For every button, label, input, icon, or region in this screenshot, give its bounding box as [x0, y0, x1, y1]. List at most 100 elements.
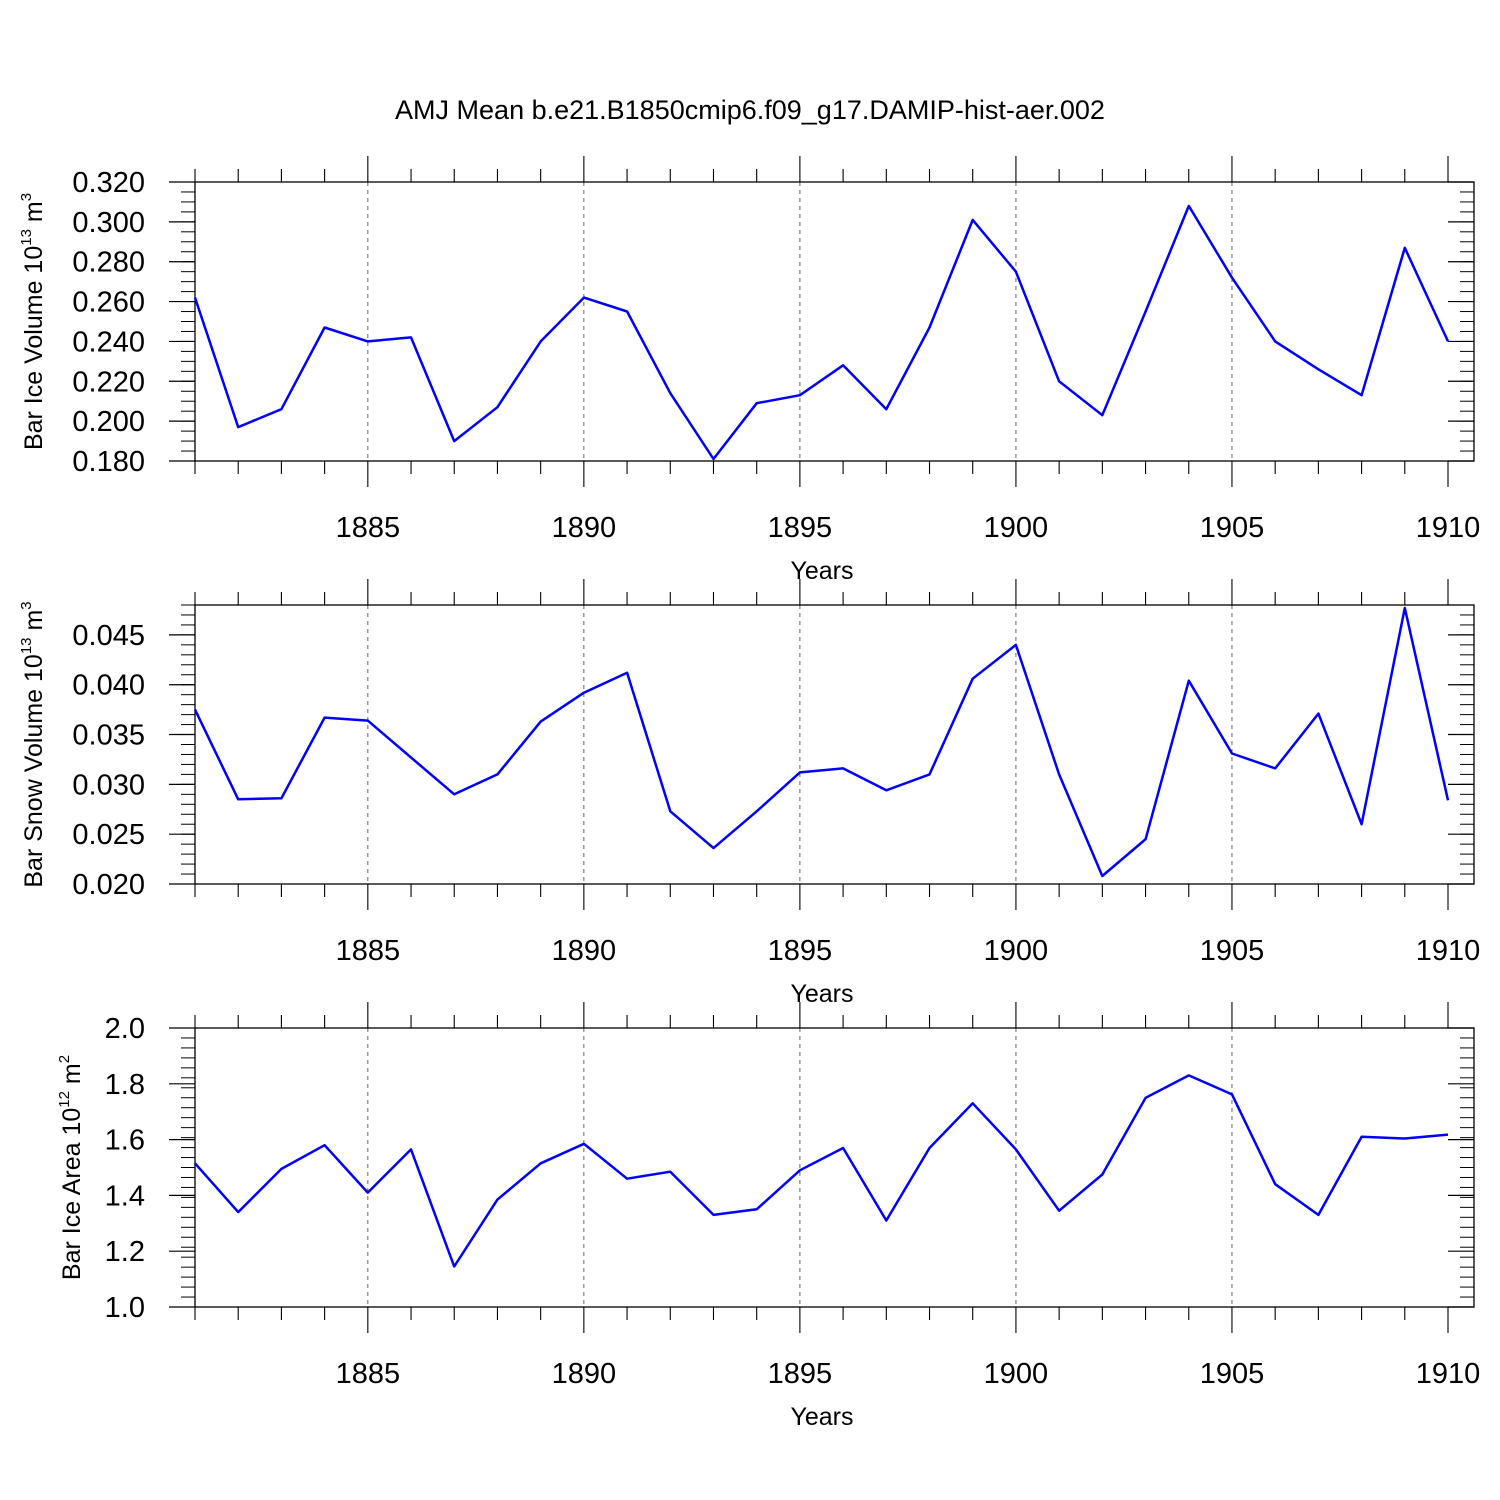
data-point	[367, 340, 369, 342]
series-line	[193, 606, 1450, 878]
y-axis-label-exponent: 13	[18, 229, 35, 246]
x-tick-label: 1905	[1200, 1358, 1265, 1390]
data-point	[1144, 310, 1146, 312]
data-point	[583, 296, 585, 298]
y-tick-label: 1.6	[105, 1125, 145, 1157]
data-point	[1274, 767, 1276, 769]
data-point	[1404, 247, 1406, 249]
y-axis-label: Bar Snow Volume 1013 m3	[18, 601, 48, 887]
data-point	[539, 340, 541, 342]
y-axis-label-prefix: Bar Snow Volume 10	[20, 654, 48, 887]
x-tick-label: 1905	[1200, 935, 1265, 967]
x-tick-label: 1910	[1416, 935, 1481, 967]
y-tick-label: 1.8	[105, 1069, 145, 1101]
y-tick-label: 0.040	[72, 670, 145, 702]
x-tick-label: 1885	[336, 512, 401, 544]
data-point	[1144, 838, 1146, 840]
data-point	[972, 219, 974, 221]
data-point	[755, 1208, 757, 1210]
data-point	[1447, 340, 1449, 342]
y-axis-label-unit-exponent: 3	[18, 601, 35, 609]
data-point	[1188, 205, 1190, 207]
data-point	[237, 1211, 239, 1213]
data-point	[799, 394, 801, 396]
y-axis-label-unit: m	[58, 1063, 86, 1091]
y-tick-label: 0.045	[72, 620, 145, 652]
y-tick-label: 0.030	[72, 769, 145, 801]
data-point	[842, 767, 844, 769]
data-point	[1447, 1133, 1449, 1135]
data-point	[1317, 712, 1319, 714]
y-tick-label: 0.220	[72, 366, 145, 398]
panel-3: 2.0 1.8 1.6 1.4 1.2 1.0 1885 1890 1895 1900 1905 19…	[56, 1002, 1480, 1431]
y-tick-label: 0.020	[72, 869, 145, 901]
data-point	[1101, 414, 1103, 416]
plot-frame	[194, 181, 1475, 462]
data-point	[539, 1162, 541, 1164]
x-tick-label: 1900	[984, 935, 1049, 967]
data-point	[323, 716, 325, 718]
data-point	[755, 402, 757, 404]
data-point	[972, 678, 974, 680]
data-point	[1058, 1210, 1060, 1212]
data-point	[842, 1147, 844, 1149]
data-point	[1015, 644, 1017, 646]
data-point	[755, 810, 757, 812]
data-point	[712, 458, 714, 460]
x-axis-label: Years	[790, 980, 853, 1008]
data-point	[237, 426, 239, 428]
data-point	[1188, 1074, 1190, 1076]
y-tick-label: 0.240	[72, 326, 145, 358]
data-point	[410, 756, 412, 758]
data-point	[496, 773, 498, 775]
x-tick-label: 1895	[768, 935, 833, 967]
y-axis-label: Bar Ice Volume 1013 m3	[18, 193, 48, 450]
y-axis-label-unit-exponent: 3	[18, 193, 35, 201]
panel-1: 0.320 0.300 0.280 0.260 0.240 0.220 0.200 0.180…	[18, 156, 1480, 585]
data-point	[1231, 1093, 1233, 1095]
data-point	[1058, 380, 1060, 382]
x-tick-label: 1910	[1416, 512, 1481, 544]
data-point	[972, 1102, 974, 1104]
data-point	[410, 1148, 412, 1150]
data-point	[1188, 680, 1190, 682]
series-line	[193, 204, 1450, 461]
y-tick-label: 0.180	[72, 446, 145, 478]
data-point	[367, 719, 369, 721]
data-point	[453, 440, 455, 442]
data-point	[1447, 799, 1449, 801]
y-axis-label-prefix: Bar Ice Volume 10	[20, 246, 48, 450]
data-point	[928, 1147, 930, 1149]
x-axis-label: Years	[790, 1403, 853, 1431]
data-point	[1231, 752, 1233, 754]
data-point	[367, 1191, 369, 1193]
x-tick-label: 1905	[1200, 512, 1265, 544]
y-axis-label-prefix: Bar Ice Area 10	[58, 1108, 86, 1280]
x-tick-label: 1900	[984, 1358, 1049, 1390]
data-point	[885, 1219, 887, 1221]
data-point	[1317, 1214, 1319, 1216]
data-point	[928, 326, 930, 328]
y-tick-label: 0.200	[72, 406, 145, 438]
y-tick-label: 0.025	[72, 819, 145, 851]
y-tick-label: 1.2	[105, 1236, 145, 1268]
x-axis-label: Years	[790, 557, 853, 585]
y-axis-label-exponent: 13	[18, 637, 35, 654]
y-tick-label: 2.0	[105, 1013, 145, 1045]
data-point	[1404, 1137, 1406, 1139]
data-point	[626, 310, 628, 312]
y-axis-label-unit-exponent: 2	[56, 1055, 73, 1063]
data-point	[669, 810, 671, 812]
data-point	[323, 1144, 325, 1146]
panel-2: 0.045 0.040 0.035 0.030 0.025 0.020 1885 1890 18…	[18, 579, 1480, 1008]
data-point	[1101, 1173, 1103, 1175]
data-point	[885, 789, 887, 791]
x-tick-label: 1895	[768, 1358, 833, 1390]
plot-frame	[194, 1027, 1475, 1308]
data-point	[1015, 270, 1017, 272]
plot-frame	[194, 604, 1475, 885]
data-point	[626, 1177, 628, 1179]
y-axis-label-exponent: 12	[56, 1091, 73, 1108]
data-point	[669, 1170, 671, 1172]
